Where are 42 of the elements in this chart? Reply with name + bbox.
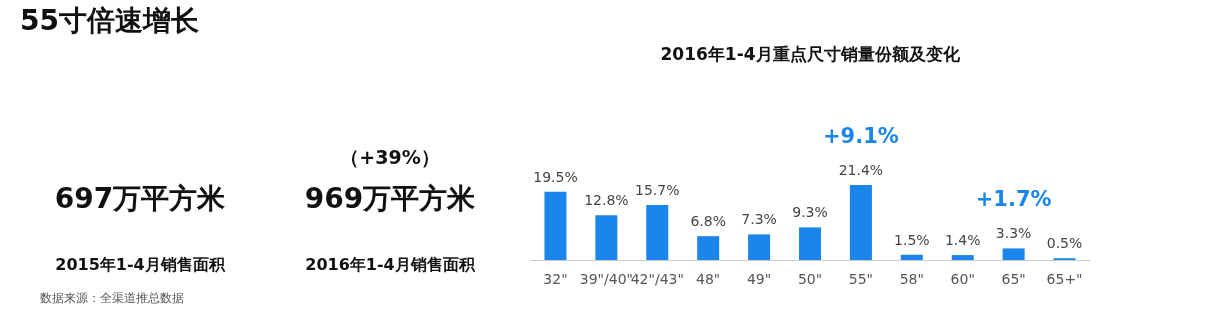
bar: [748, 234, 771, 260]
x-tick-label: 39"/40": [579, 270, 633, 287]
data-label: 1.5%: [894, 231, 930, 248]
source-note: 数据来源：全渠道推总数据: [40, 291, 184, 305]
data-label: 9.3%: [792, 204, 828, 221]
bar: [1002, 248, 1025, 260]
bar: [951, 255, 974, 260]
bar: [697, 236, 720, 260]
x-tick-label: 50": [797, 270, 823, 287]
data-label: 1.4%: [944, 232, 981, 249]
x-tick-label: 32": [543, 270, 568, 287]
data-label: 6.8%: [690, 213, 726, 230]
text: 2016年1-4月销售面积: [305, 255, 476, 274]
x-tick-label: 49": [746, 270, 772, 287]
bar: [646, 204, 669, 260]
x-tick-label: 60": [950, 270, 975, 287]
bar: [544, 191, 567, 260]
data-label: 12.8%: [584, 192, 629, 209]
text: 2015年1-4月销售面积: [55, 255, 226, 274]
annotation: +9.1%: [822, 124, 899, 148]
data-label: 15.7%: [635, 181, 680, 198]
data-label: 21.4%: [838, 162, 884, 178]
text: （+39%）: [340, 146, 440, 168]
text: 697万平方米: [54, 182, 226, 215]
x-tick-label: 48": [696, 270, 721, 287]
chart-subtitle: 2016年1-4月重点尺寸销量份额及变化: [660, 44, 961, 64]
text: 55寸倍速增长: [20, 4, 199, 37]
x-tick-label: 65+": [1046, 270, 1083, 287]
x-tick-label: 65": [1001, 270, 1026, 287]
text: 969万平方米: [304, 182, 476, 215]
data-label: 19.5%: [533, 168, 578, 185]
annotation: +1.7%: [975, 187, 1052, 212]
x-tick-label: 42"/43": [630, 270, 684, 287]
bar: [799, 227, 821, 260]
bar: [595, 215, 618, 260]
bar: [849, 185, 872, 260]
data-label: 3.3%: [995, 225, 1032, 242]
x-tick-label: 55": [848, 270, 874, 287]
bar: [900, 254, 923, 260]
data-label: 0.5%: [1046, 235, 1083, 252]
data-label: 7.3%: [741, 211, 777, 228]
x-tick-label: 58": [899, 270, 924, 287]
